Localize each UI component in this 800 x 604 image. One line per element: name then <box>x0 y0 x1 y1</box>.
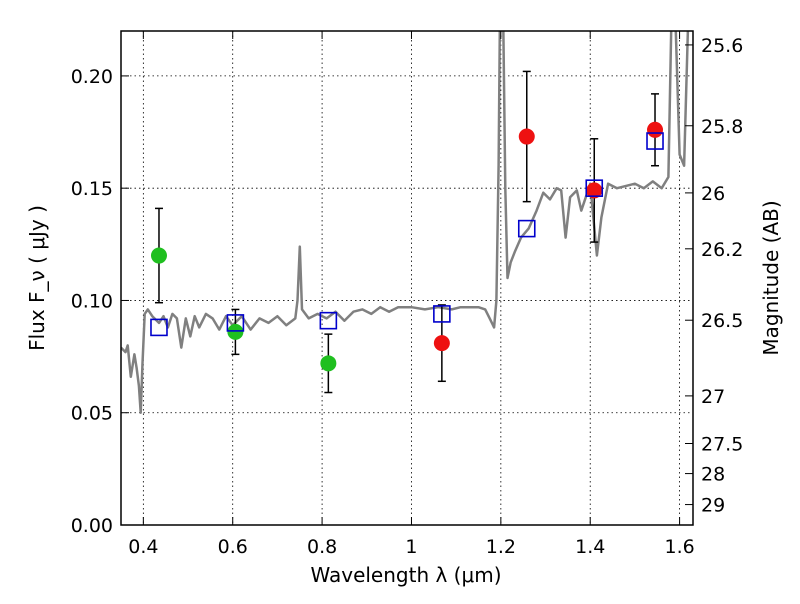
data-point-circle <box>518 128 535 145</box>
data-point-circle <box>150 247 167 264</box>
axis-ticks <box>121 31 693 526</box>
y-tick-label: 0.00 <box>71 515 113 537</box>
x-tick-label: 0.4 <box>128 536 158 558</box>
tick-labels: 0.4 0.6 0.8 1 1.2 1.4 1.6 0.00 0.05 0.10 0.15 0.20 2… <box>71 35 744 558</box>
x-tick-label: 1.2 <box>486 536 516 558</box>
plot-area <box>121 31 693 525</box>
mag-tick-label: 25.6 <box>701 35 743 57</box>
x-axis-label: Wavelength λ (μm) <box>310 563 501 587</box>
model-point-square <box>646 132 664 150</box>
model-point-square <box>226 314 245 332</box>
mag-tick-label: 27.5 <box>701 433 743 455</box>
model-point-square <box>517 219 536 238</box>
x-tick-label: 1.4 <box>575 536 605 558</box>
mag-tick-label: 26 <box>701 183 725 205</box>
plot-frame <box>120 30 694 526</box>
model-spectrum <box>121 31 690 414</box>
data-markers <box>150 121 664 372</box>
data-point-circle <box>227 323 244 340</box>
y-tick-label: 0.20 <box>71 66 113 88</box>
y-tick-label: 0.05 <box>71 403 113 425</box>
mag-tick-label: 26.2 <box>701 239 743 261</box>
data-point-circle <box>647 121 664 138</box>
mag-tick-label: 25.8 <box>701 116 743 138</box>
data-point-circle <box>320 355 337 372</box>
model-point-square <box>150 318 168 337</box>
spectrum-line <box>121 31 690 414</box>
mag-tick-label: 28 <box>701 464 725 486</box>
x-tick-label: 0.8 <box>307 536 337 558</box>
mag-tick-label: 27 <box>701 386 725 408</box>
x-tick-label: 1.6 <box>664 536 694 558</box>
x-tick-label: 0.6 <box>218 536 248 558</box>
model-point-square <box>319 311 338 330</box>
x-tick-label: 1 <box>405 536 417 558</box>
model-point-square <box>585 179 604 197</box>
mag-tick-label: 26.5 <box>701 310 743 332</box>
y-axis-right-label: Magnitude (AB) <box>759 200 783 355</box>
y-tick-label: 0.15 <box>71 178 113 200</box>
y-axis-label: Flux F_ν ( μJy ) <box>25 205 49 351</box>
mag-tick-label: 29 <box>701 495 725 517</box>
data-point-circle <box>433 335 450 352</box>
model-point-square <box>433 305 451 323</box>
data-point-circle <box>586 182 603 199</box>
y-tick-label: 0.10 <box>71 290 113 312</box>
